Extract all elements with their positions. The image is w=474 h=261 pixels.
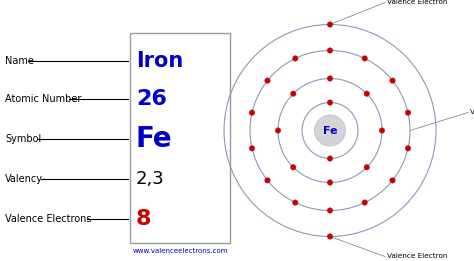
Text: Valence Electron: Valence Electron [470, 110, 474, 116]
Circle shape [327, 234, 333, 239]
Circle shape [264, 177, 270, 183]
Circle shape [292, 56, 298, 61]
Circle shape [327, 48, 333, 53]
Circle shape [327, 76, 333, 81]
Text: 8: 8 [136, 209, 152, 229]
Text: Atomic Number: Atomic Number [5, 94, 82, 104]
Text: Valence Electron: Valence Electron [387, 253, 447, 259]
Text: Valence Electron: Valence Electron [387, 0, 447, 5]
Circle shape [249, 110, 255, 116]
Circle shape [364, 164, 370, 170]
Circle shape [292, 200, 298, 205]
Circle shape [390, 78, 395, 84]
Circle shape [264, 78, 270, 84]
Text: Fe: Fe [323, 126, 337, 135]
Circle shape [379, 128, 385, 133]
Circle shape [327, 180, 333, 185]
Circle shape [327, 100, 333, 105]
Circle shape [249, 145, 255, 151]
Circle shape [327, 208, 333, 213]
Text: www.valenceelectrons.com: www.valenceelectrons.com [132, 248, 228, 254]
Circle shape [362, 200, 367, 205]
Text: Symbol: Symbol [5, 134, 41, 144]
Circle shape [275, 128, 281, 133]
Text: Valency: Valency [5, 174, 43, 184]
Circle shape [291, 91, 296, 97]
Circle shape [390, 177, 395, 183]
Circle shape [405, 145, 411, 151]
Circle shape [315, 115, 346, 146]
Text: Name: Name [5, 56, 34, 66]
Text: 2,3: 2,3 [136, 170, 165, 188]
Circle shape [327, 22, 333, 27]
Text: 26: 26 [136, 89, 167, 109]
Circle shape [405, 110, 411, 116]
Circle shape [364, 91, 370, 97]
Circle shape [327, 156, 333, 161]
Text: Valence Electrons: Valence Electrons [5, 214, 91, 224]
FancyBboxPatch shape [130, 33, 230, 243]
Text: Fe: Fe [136, 125, 173, 153]
Text: Iron: Iron [136, 51, 183, 71]
Circle shape [362, 56, 367, 61]
Circle shape [291, 164, 296, 170]
